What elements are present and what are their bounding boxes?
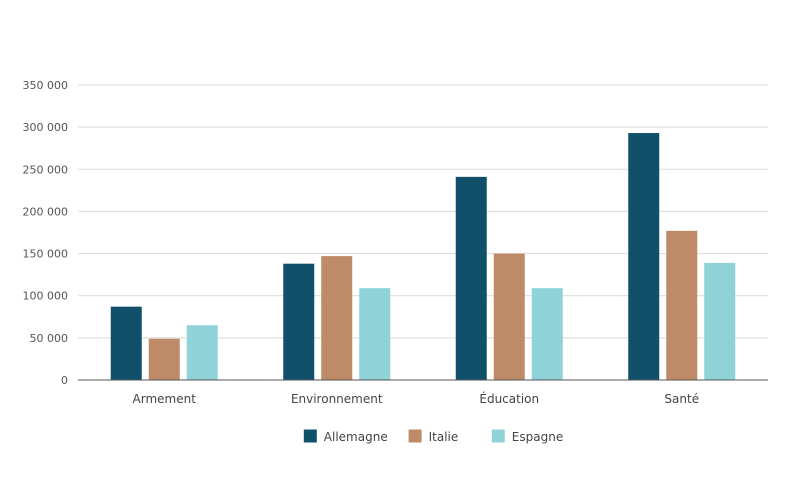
bar-italie-3 [666,230,698,380]
y-tick-label: 100 000 [23,290,69,303]
bar-italie-0 [148,338,180,380]
x-category-label: Armement [133,392,197,406]
bar-allemagne-0 [110,306,142,380]
legend-item-allemagne[interactable]: Allemagne [303,429,388,445]
legend-item-italie[interactable]: Italie [408,429,459,445]
legend-swatch [491,429,505,443]
bar-espagne-3 [704,262,736,380]
bar-espagne-0 [186,325,218,380]
bar-espagne-2 [531,288,563,380]
y-tick-label: 0 [61,374,68,387]
legend-swatch [408,429,422,443]
gridlines [78,84,768,339]
x-category-label: Environnement [291,392,383,406]
bar-allemagne-2 [455,176,487,380]
x-axis-category-labels: Armement Environnement Éducation Santé [133,391,700,406]
y-tick-label: 300 000 [23,121,69,134]
y-axis-tick-labels: 0 50 000 100 000 150 000 200 000 250 000 300 0… [23,79,69,387]
y-tick-label: 250 000 [23,163,69,176]
y-tick-label: 200 000 [23,205,69,218]
legend-swatch [303,429,317,443]
x-category-label: Santé [664,392,699,406]
y-tick-label: 350 000 [23,79,69,92]
y-tick-label: 50 000 [30,332,69,345]
x-category-label: Éducation [479,391,539,406]
bar-italie-1 [321,256,353,380]
bars [110,133,736,380]
y-tick-label: 150 000 [23,248,69,261]
bar-allemagne-3 [628,133,660,380]
legend-label: Allemagne [324,430,388,444]
bar-italie-2 [493,253,525,380]
bar-espagne-1 [359,288,391,380]
legend-label: Italie [429,430,459,444]
legend-label: Espagne [512,430,563,444]
bar-allemagne-1 [283,263,315,380]
legend-item-espagne[interactable]: Espagne [491,429,563,445]
legend[interactable]: Allemagne Italie Espagne [303,429,563,445]
